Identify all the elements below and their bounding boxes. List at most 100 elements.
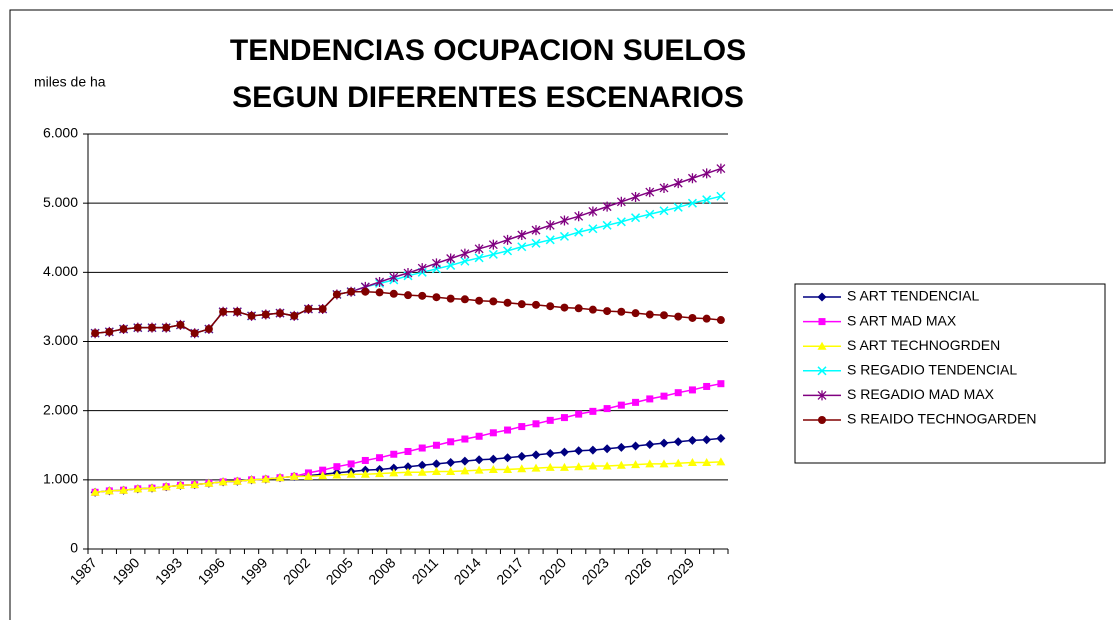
data-point (531, 225, 541, 236)
data-point (659, 206, 669, 216)
data-point (404, 291, 412, 300)
data-point (446, 260, 456, 270)
data-point (645, 459, 655, 468)
data-point (503, 234, 513, 245)
data-point (460, 295, 469, 304)
data-point (659, 182, 669, 193)
data-point (645, 209, 655, 219)
data-point (148, 323, 156, 332)
legend-label: S ART TENDENCIAL (847, 288, 979, 304)
data-point (717, 380, 725, 388)
data-point (532, 420, 540, 428)
y-tick-label: 4.000 (43, 263, 78, 279)
y-tick-label: 5.000 (43, 194, 78, 210)
data-point (645, 310, 654, 319)
data-point (460, 466, 470, 475)
data-point (318, 304, 327, 313)
legend-marker (817, 341, 827, 350)
legend-marker (817, 390, 827, 401)
data-point (517, 300, 526, 309)
data-point (219, 307, 228, 316)
legend-box (794, 283, 1106, 464)
data-point (404, 447, 412, 455)
data-point (475, 432, 483, 440)
data-point (418, 291, 427, 300)
data-point (432, 441, 440, 449)
data-point (403, 268, 413, 279)
data-point (574, 227, 584, 237)
data-point (488, 454, 498, 464)
data-point (175, 480, 185, 489)
data-point (660, 392, 668, 400)
legend-marker (818, 318, 826, 326)
data-point (375, 469, 385, 478)
data-point (545, 462, 555, 471)
data-point (162, 323, 171, 332)
data-point (418, 444, 426, 452)
data-point (703, 382, 711, 390)
data-point (431, 258, 441, 269)
legend-label: S REAIDO TECHNOGARDEN (847, 411, 1037, 427)
data-point (531, 238, 541, 248)
data-point (517, 242, 527, 252)
legend-label: S ART MAD MAX (847, 312, 957, 328)
data-point (602, 461, 612, 470)
data-point (588, 224, 598, 234)
data-point (176, 320, 185, 329)
y-tick-label: 0 (70, 540, 78, 556)
data-point (673, 178, 683, 189)
data-point (389, 468, 399, 477)
data-point (390, 450, 398, 458)
data-point (431, 467, 441, 476)
data-point (617, 307, 626, 316)
data-point (574, 462, 584, 471)
data-point (290, 311, 299, 320)
data-point (474, 455, 484, 465)
legend-label: S REGADIO MAD MAX (847, 386, 995, 402)
data-point (303, 471, 313, 480)
data-point (133, 484, 143, 493)
data-point (616, 217, 626, 227)
data-point (361, 456, 369, 464)
legend-label: S ART TECHNOGRDEN (847, 337, 1000, 353)
data-point (474, 465, 484, 474)
data-point (518, 423, 526, 431)
data-point (560, 414, 568, 422)
data-point (517, 451, 527, 461)
data-point (574, 304, 583, 313)
data-point (546, 302, 555, 311)
data-point (417, 460, 427, 470)
data-point (687, 458, 697, 467)
data-point (218, 477, 228, 486)
data-point (333, 463, 341, 471)
data-point (674, 312, 683, 321)
data-point (161, 482, 171, 491)
data-point (489, 429, 497, 437)
data-point (660, 311, 668, 320)
data-point (460, 456, 470, 466)
data-point (588, 445, 598, 455)
data-point (531, 463, 541, 472)
data-point (375, 288, 384, 297)
data-point (532, 300, 540, 309)
data-point (232, 476, 242, 485)
data-point (687, 198, 697, 208)
data-point (702, 314, 711, 323)
data-point (589, 407, 597, 415)
data-point (702, 458, 712, 467)
data-point (716, 457, 726, 466)
data-point (488, 464, 498, 473)
y-tick-label: 1.000 (43, 471, 78, 487)
data-point (560, 303, 569, 312)
data-point (574, 211, 584, 222)
data-point (616, 442, 626, 452)
data-point (190, 480, 200, 489)
y-tick-label: 3.000 (43, 332, 78, 348)
data-point (417, 263, 427, 274)
data-point (446, 294, 455, 303)
data-point (417, 467, 427, 476)
data-point (304, 304, 313, 313)
data-point (645, 440, 655, 450)
data-point (503, 453, 513, 463)
data-point (431, 459, 441, 469)
